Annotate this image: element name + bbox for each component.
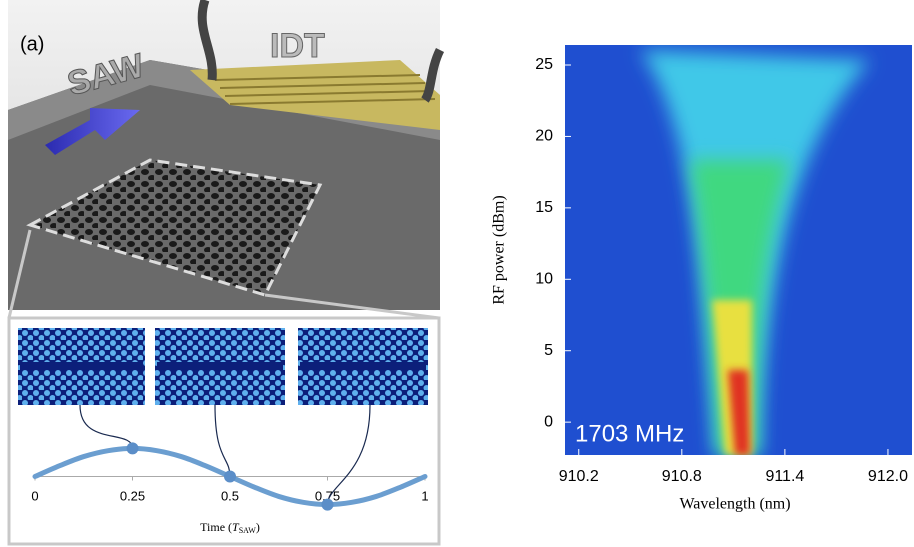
y-tick-label: 0 <box>544 413 553 430</box>
point <box>321 498 334 511</box>
heatmap-image <box>565 45 912 455</box>
illustration <box>8 0 445 310</box>
connector <box>214 404 231 477</box>
idt-label: IDT <box>270 27 325 65</box>
point <box>126 442 139 455</box>
y-tick-label: 20 <box>535 128 553 145</box>
x-tick-label: 911.4 <box>765 468 804 485</box>
insets <box>18 328 428 405</box>
panel-label: (a) <box>20 33 44 55</box>
x-tick-label: 910.2 <box>559 468 599 485</box>
xlabel-subscript: SAW <box>239 526 257 535</box>
xlabel-prefix: Time ( <box>200 520 232 534</box>
y-tick-label: 10 <box>535 271 553 288</box>
xlabel-symbol: T <box>232 520 240 534</box>
x-tick-label: 912.0 <box>868 468 908 485</box>
inset-frame <box>7 229 441 546</box>
y-tick-label: 25 <box>535 56 553 73</box>
y-tick-label: 5 <box>544 342 553 359</box>
point <box>224 470 236 483</box>
x-axis-title: Time (TSAW) <box>200 520 260 535</box>
x-tick-label: 1 <box>421 488 428 503</box>
connector <box>326 404 371 505</box>
xlabel-suffix: ) <box>256 520 260 534</box>
y-tick-label: 15 <box>535 199 553 216</box>
connector <box>79 404 134 449</box>
x-axis-title: Wavelength (nm) <box>679 496 790 513</box>
y-axis-title: RF power (dBm) <box>491 195 508 304</box>
x-tick-label: 0.5 <box>221 488 239 503</box>
x-tick-label: 0.25 <box>120 488 145 503</box>
x-tick-label: 910.8 <box>662 468 702 485</box>
x-tick-label: 0 <box>31 488 38 503</box>
x-tick-label: 0.75 <box>315 488 340 503</box>
annotation: 1703 MHz <box>575 420 684 447</box>
